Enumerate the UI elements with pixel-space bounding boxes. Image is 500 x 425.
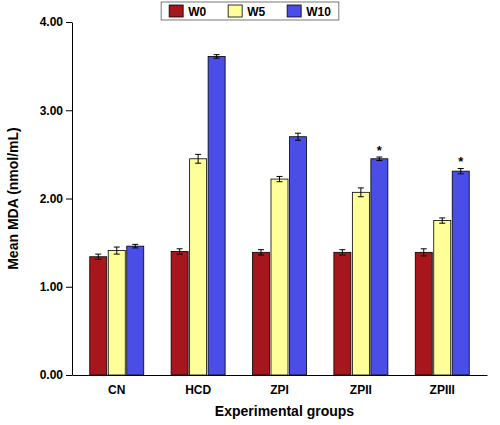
bar	[289, 137, 306, 375]
x-tick: ZPI	[270, 375, 289, 397]
bar	[108, 251, 125, 375]
error-bar-line	[295, 133, 301, 140]
x-tick: ZPIII	[430, 375, 455, 397]
x-tick-label: HCD	[185, 383, 211, 397]
legend-label: W10	[306, 5, 331, 19]
x-axis-line	[73, 375, 488, 376]
error-bar-line	[95, 254, 101, 259]
y-tick-mark	[66, 22, 72, 23]
legend-label: W5	[247, 5, 265, 19]
bar	[171, 251, 188, 375]
error-bar	[95, 254, 101, 259]
bar	[452, 171, 469, 375]
x-axis: CN HCD ZPI ZPII ZPIII	[73, 375, 488, 397]
legend-label: W0	[188, 5, 206, 19]
error-bar	[439, 218, 445, 223]
y-tick: 2.00	[40, 192, 72, 206]
y-axis: 0.00 1.00 2.00 3.00 4.00	[40, 15, 73, 382]
legend-item: W10	[287, 5, 331, 19]
x-tick-label: CN	[108, 383, 125, 397]
bar	[371, 159, 388, 375]
error-bar	[339, 250, 345, 255]
x-tick-label: ZPI	[270, 383, 289, 397]
x-tick-label: ZPII	[350, 383, 372, 397]
y-tick: 0.00	[40, 368, 72, 382]
error-bar-line	[195, 154, 201, 163]
y-tick-mark	[66, 375, 72, 376]
series	[127, 55, 470, 375]
y-tick-mark	[66, 110, 72, 111]
legend-item: W5	[228, 5, 265, 19]
x-tick: HCD	[185, 375, 211, 397]
annotation: *	[458, 154, 464, 169]
annotation: *	[377, 143, 383, 158]
bar	[127, 246, 144, 375]
y-tick: 1.00	[40, 280, 72, 294]
series	[108, 154, 451, 375]
y-tick-label: 0.00	[40, 368, 64, 382]
chart: 0.00 1.00 2.00 3.00 4.00 CN HCD ZPI ZPII ZPIII Exp…	[0, 0, 500, 425]
bar	[434, 221, 451, 375]
bar	[271, 179, 288, 375]
error-bar-line	[358, 188, 364, 197]
bar	[252, 252, 269, 375]
error-bar-line	[177, 249, 183, 254]
error-bar	[258, 250, 264, 255]
error-bar	[295, 133, 301, 140]
y-tick-mark	[66, 199, 72, 200]
error-bar	[114, 247, 120, 254]
y-tick: 4.00	[40, 15, 72, 29]
error-bar-line	[132, 244, 138, 248]
bar	[352, 192, 369, 375]
bar	[334, 252, 351, 375]
x-axis-title: Experimental groups	[215, 403, 354, 419]
bar	[415, 252, 432, 375]
y-tick-mark	[66, 287, 72, 288]
error-bar-line	[114, 247, 120, 254]
plot-area	[90, 55, 469, 375]
error-bar	[195, 154, 201, 163]
y-tick-label: 1.00	[40, 280, 64, 294]
bar	[208, 56, 225, 375]
error-bar-line	[421, 249, 427, 256]
y-axis-title: Mean MDA (nmol/mL)	[5, 127, 21, 270]
error-bar	[421, 249, 427, 256]
error-bar	[277, 176, 283, 181]
error-bar	[358, 188, 364, 197]
x-tick: CN	[108, 375, 125, 397]
x-tick: ZPII	[350, 375, 372, 397]
bar	[90, 257, 107, 375]
error-bar-line	[214, 55, 220, 59]
legend-swatch	[228, 5, 242, 17]
x-tick-label: ZPIII	[430, 383, 455, 397]
error-bar-line	[258, 250, 264, 255]
error-bar	[132, 244, 138, 248]
y-tick-label: 4.00	[40, 15, 64, 29]
legend-swatch	[169, 5, 183, 17]
error-bar	[214, 55, 220, 59]
y-axis-line	[72, 23, 73, 376]
y-tick-label: 2.00	[40, 192, 64, 206]
legend-box	[161, 2, 339, 20]
y-tick: 3.00	[40, 104, 72, 118]
error-bar-line	[339, 250, 345, 255]
legend: W0 W5 W10	[161, 2, 339, 20]
legend-swatch	[287, 5, 301, 17]
legend-item: W0	[169, 5, 206, 19]
error-bar-line	[277, 176, 283, 181]
error-bar	[177, 249, 183, 254]
y-tick-label: 3.00	[40, 104, 64, 118]
error-bar-line	[439, 218, 445, 223]
bar	[190, 159, 207, 375]
